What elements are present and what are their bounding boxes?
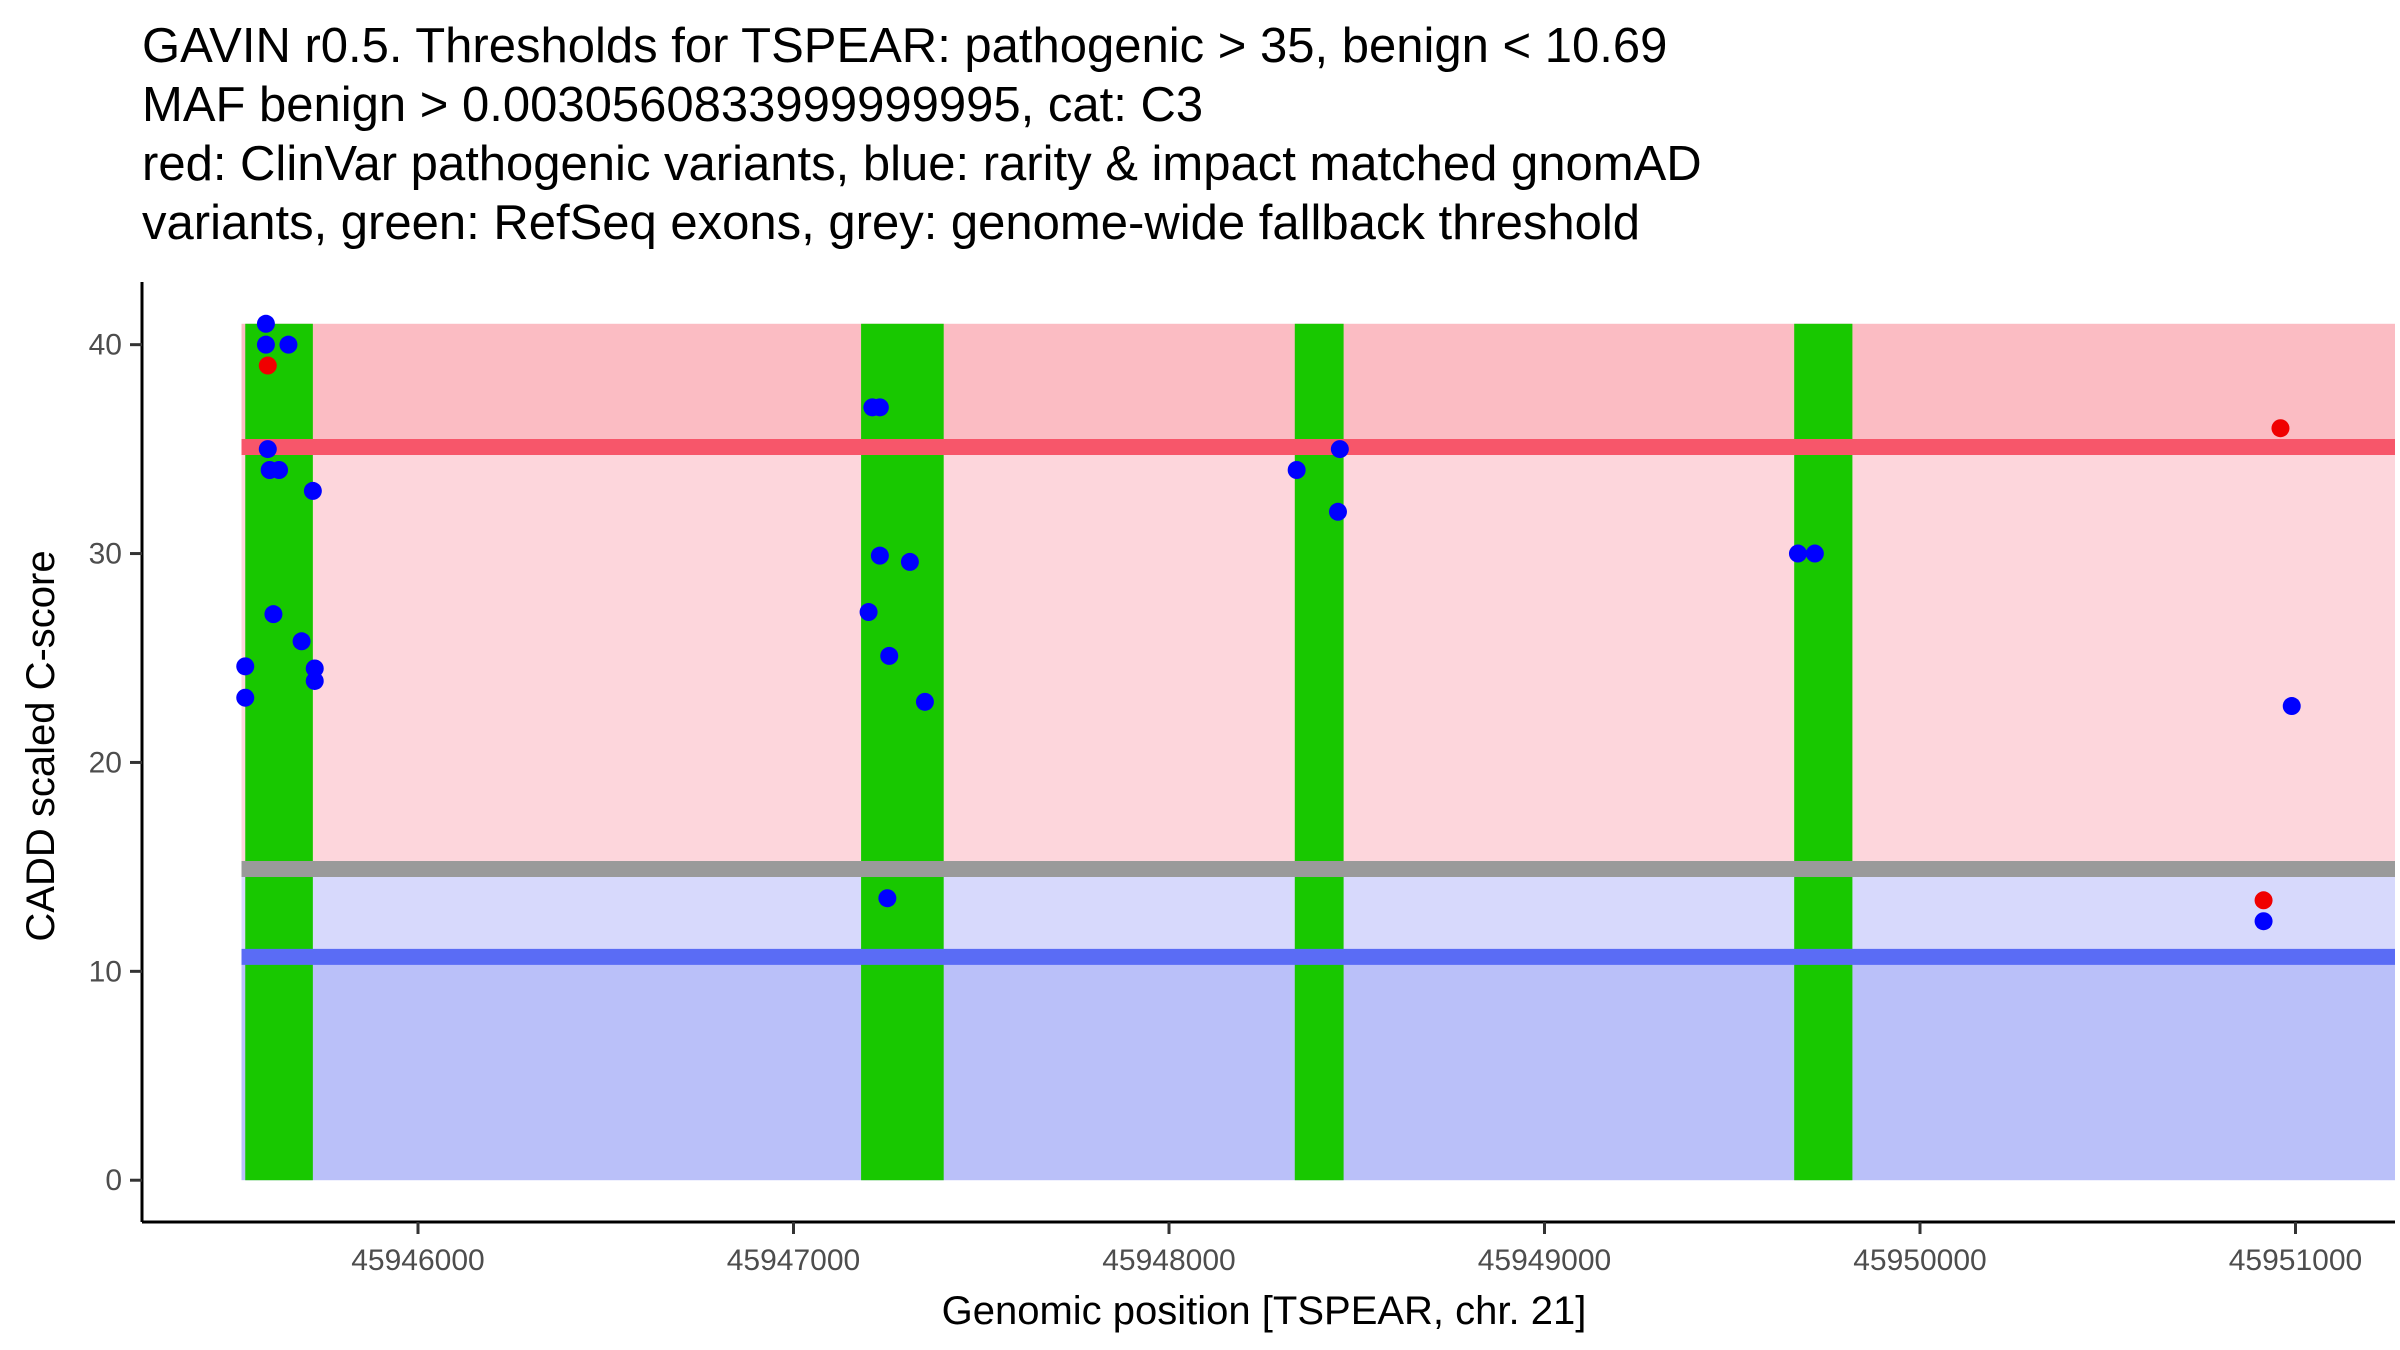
- chart-title-line-1: GAVIN r0.5. Thresholds for TSPEAR: patho…: [142, 19, 1668, 73]
- variant-points: [236, 314, 2301, 931]
- gnomad-variant-point: [870, 546, 889, 565]
- x-tick-label: 45946000: [351, 1244, 484, 1277]
- clinvar-variant-point: [258, 356, 277, 375]
- x-tick-label: 45949000: [1478, 1244, 1611, 1277]
- chart-title-line-3: red: ClinVar pathogenic variants, blue: …: [142, 137, 1702, 191]
- gnomad-variant-point: [1788, 544, 1807, 563]
- gnomad-variant-point: [292, 632, 311, 651]
- gnomad-variant-point: [236, 688, 255, 707]
- gnomad-variant-point: [305, 671, 324, 690]
- clinvar-variant-point: [2254, 891, 2273, 910]
- gnomad-variant-point: [878, 889, 897, 908]
- y-tick-label: 30: [89, 538, 122, 571]
- gnomad-variant-point: [2254, 912, 2273, 931]
- gnomad-variant-point: [279, 335, 298, 354]
- y-axis-ticks: 0 10 20 30 40: [89, 329, 142, 1197]
- chart-title-line-4: variants, green: RefSeq exons, grey: gen…: [142, 196, 1641, 250]
- gnomad-variant-point: [270, 461, 289, 479]
- exon-region: [861, 323, 944, 1181]
- exon-region: [1794, 323, 1853, 1181]
- gnomad-variant-point: [900, 552, 919, 571]
- x-tick-label: 45951000: [2229, 1244, 2362, 1277]
- y-axis-title: CADD scaled C-score: [19, 550, 63, 941]
- gnomad-variant-point: [305, 659, 324, 678]
- gnomad-variant-point: [1330, 440, 1349, 459]
- gnomad-variant-point: [303, 481, 322, 500]
- gnomad-variant-point: [258, 440, 277, 459]
- x-tick-label: 45948000: [1102, 1244, 1235, 1277]
- gnomad-variant-point: [880, 646, 899, 665]
- gnomad-variant-point: [915, 692, 934, 711]
- y-tick-label: 20: [89, 746, 122, 779]
- x-axis-title: Genomic position [TSPEAR, chr. 21]: [942, 1289, 1587, 1333]
- gnomad-variant-point: [236, 657, 255, 676]
- clinvar-variant-point: [2271, 419, 2290, 438]
- y-tick-label: 0: [105, 1164, 122, 1197]
- threshold-lines: [241, 439, 2395, 965]
- x-tick-label: 45950000: [1853, 1244, 1986, 1277]
- gnomad-variant-point: [256, 335, 275, 354]
- y-tick-label: 10: [89, 955, 122, 988]
- chart-title-line-2: MAF benign > 0.0030560833999999995, cat:…: [142, 78, 1204, 132]
- gnomad-variant-point: [1287, 461, 1306, 479]
- gnomad-variant-point: [2282, 697, 2301, 716]
- gnomad-variant-point: [256, 314, 275, 333]
- gnomad-variant-point: [264, 605, 283, 624]
- x-axis-ticks: 45946000 45947000 45948000 45949000 45950000…: [351, 1222, 2362, 1277]
- gnomad-variant-point: [859, 603, 878, 622]
- gnomad-variant-point: [870, 398, 889, 417]
- y-tick-label: 40: [89, 329, 122, 362]
- gnomad-variant-point: [1805, 544, 1824, 563]
- x-tick-label: 45947000: [727, 1244, 860, 1277]
- gnomad-variant-point: [1328, 502, 1347, 521]
